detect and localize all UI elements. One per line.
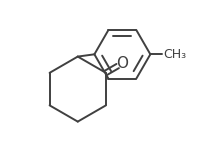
Text: O: O [116,56,128,71]
Text: CH₃: CH₃ [163,48,186,61]
